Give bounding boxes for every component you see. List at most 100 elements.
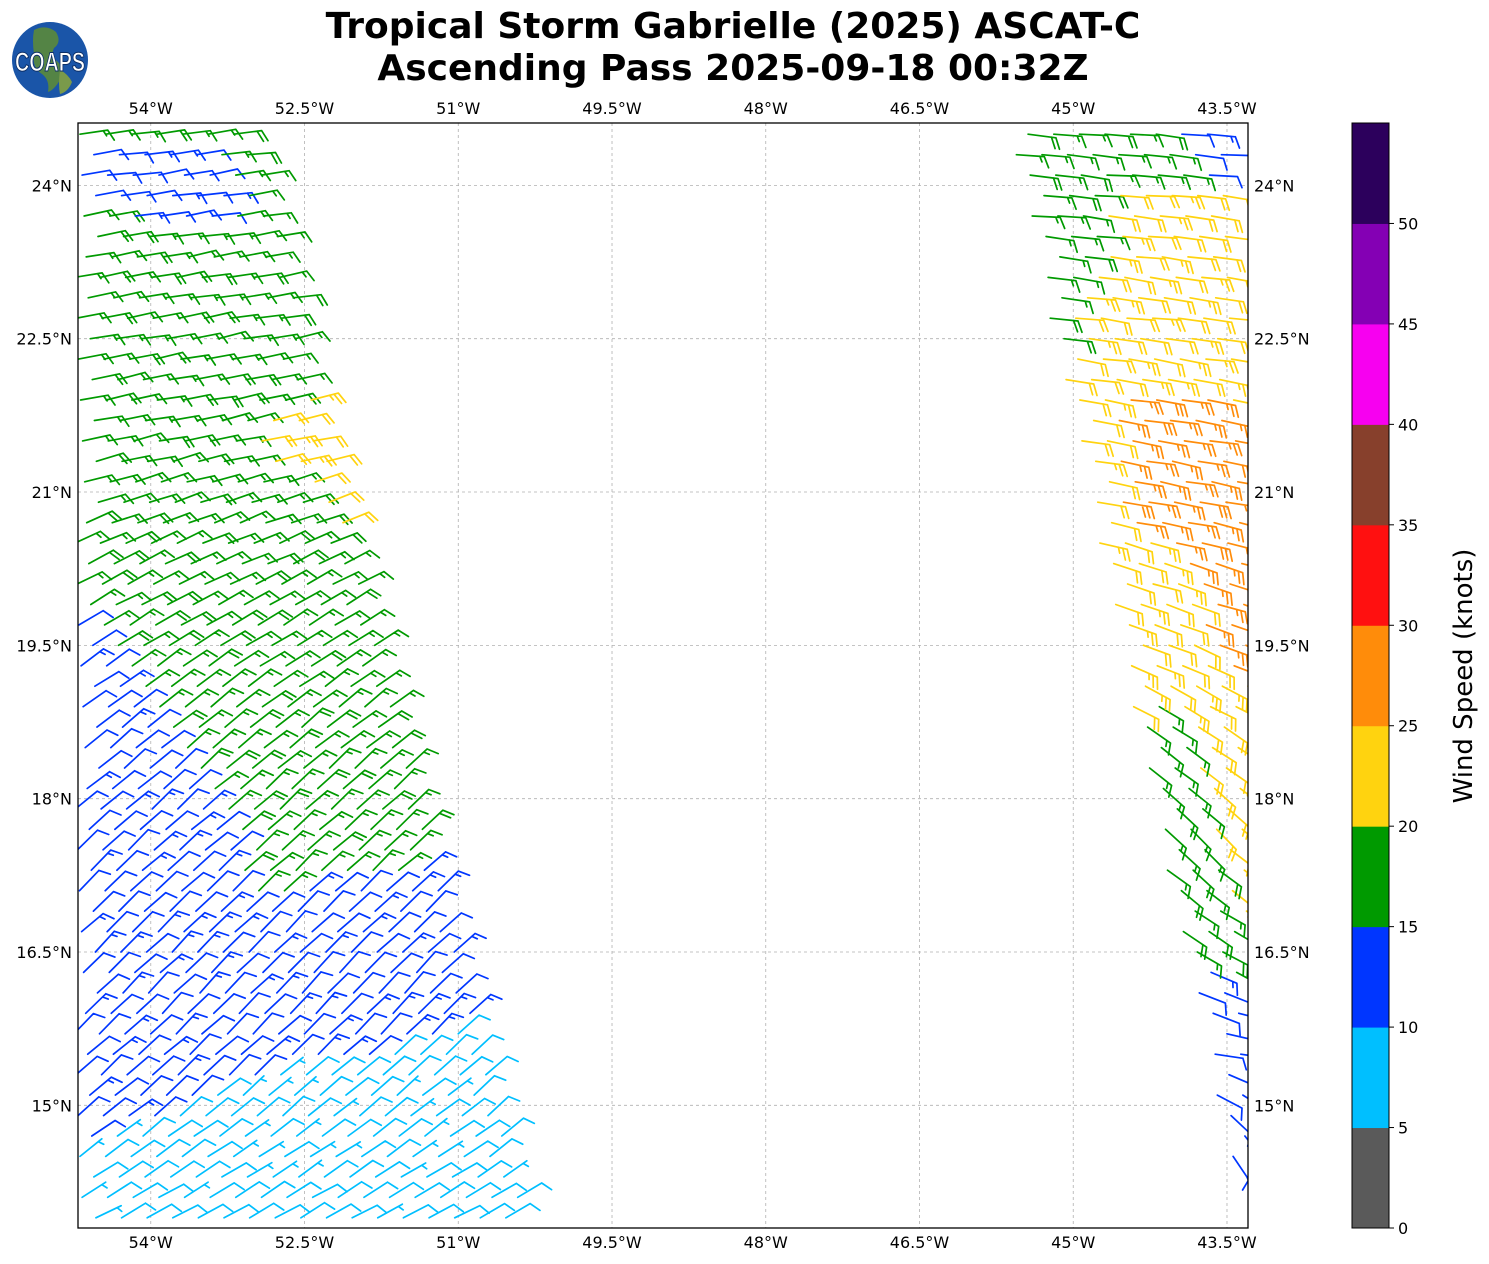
wind-barb (255, 570, 292, 585)
wind-barb (152, 570, 190, 585)
wind-barb (275, 971, 309, 994)
wind-barb (321, 850, 355, 872)
wind-barb (280, 1056, 306, 1076)
wind-barb (169, 1160, 206, 1178)
wind-barb (1114, 603, 1145, 627)
wind-barb (134, 953, 168, 974)
wind-barb (287, 688, 322, 708)
lon-tick-label-top: 45°W (1051, 99, 1095, 118)
wind-barb (475, 1119, 511, 1137)
wind-barb (295, 849, 328, 872)
wind-barb (1162, 521, 1194, 542)
wind-barb (286, 1181, 322, 1199)
wind-barb (118, 1160, 154, 1178)
wind-barb (139, 810, 174, 831)
wind-barb (198, 453, 235, 466)
wind-barb (160, 211, 197, 223)
wind-barb (129, 871, 164, 892)
wind-barb (298, 412, 335, 425)
wind-barb (215, 1035, 250, 1056)
wind-barb (461, 1097, 497, 1117)
wind-barb (171, 930, 204, 953)
wind-barb (90, 849, 123, 872)
wind-barb (471, 1034, 505, 1056)
wind-barb (1179, 358, 1212, 378)
wind-barb (1172, 726, 1198, 755)
wind-barb (1168, 644, 1198, 668)
wind-barb (220, 891, 255, 912)
wind-barb (1144, 685, 1171, 713)
wind-barb (230, 830, 265, 851)
wind-barb (1256, 850, 1277, 880)
wind-barb (193, 1119, 229, 1137)
wind-barb (1070, 235, 1105, 252)
wind-barb (274, 1204, 311, 1219)
wind-barb (1166, 603, 1195, 628)
wind-barb (196, 668, 232, 688)
wind-barb (232, 129, 269, 143)
wind-barb (1217, 603, 1248, 625)
wind-barb (1102, 358, 1137, 374)
wind-barb (206, 870, 240, 892)
wind-barb (1045, 235, 1079, 254)
wind-barb (1196, 194, 1231, 212)
wind-barb (1237, 1012, 1248, 1017)
wind-barb (368, 769, 403, 790)
wind-barb (251, 493, 288, 505)
wind-barb (433, 1055, 468, 1076)
lon-tick-label-bottom: 49.5°W (582, 1233, 642, 1252)
wind-barb (89, 588, 126, 606)
wind-barb (319, 1075, 354, 1096)
wind-barb (167, 850, 201, 872)
wind-barb (109, 727, 144, 749)
wind-barb (250, 973, 284, 994)
wind-barb (386, 871, 421, 892)
wind-barb (85, 510, 123, 524)
wind-barb (1068, 194, 1102, 212)
wind-barb (1250, 727, 1274, 753)
wind-barb (136, 993, 170, 1015)
wind-barb (154, 1096, 188, 1117)
wind-barb (131, 648, 167, 667)
wind-barb (114, 810, 148, 831)
wind-barb (362, 648, 398, 667)
lon-tick-label-top: 51°W (436, 99, 480, 118)
wind-barb (439, 912, 474, 933)
wind-barb (342, 769, 377, 790)
wind-barb (204, 831, 240, 851)
wind-barb (1182, 664, 1211, 690)
wind-barb (1233, 664, 1248, 672)
wind-barb (426, 1162, 462, 1178)
wind-barb (393, 767, 427, 790)
wind-barb (437, 1140, 465, 1158)
wind-barb (377, 710, 413, 728)
wind-barb (301, 971, 334, 994)
wind-barb (188, 512, 225, 524)
wind-barb (79, 394, 116, 406)
wind-barb (380, 1012, 413, 1035)
wind-barb (92, 629, 128, 647)
wind-barb (1077, 358, 1109, 378)
wind-barb (242, 810, 277, 831)
wind-barb (1180, 889, 1204, 921)
wind-barb (301, 707, 335, 728)
wind-barb (1171, 194, 1206, 210)
wind-barb (151, 1055, 186, 1076)
wind-barb (407, 788, 441, 810)
wind-barb (1099, 542, 1131, 562)
wind-barb (1108, 480, 1141, 501)
colorbar-tick-label: 5 (1398, 1119, 1408, 1138)
wind-barb (1235, 971, 1248, 980)
wind-barb (1189, 296, 1222, 316)
wind-barb (269, 851, 305, 872)
colorbar-tick-label: 20 (1398, 817, 1418, 836)
wind-barb (479, 1202, 516, 1219)
wind-barb (197, 930, 230, 953)
wind-barb (463, 1140, 499, 1158)
wind-barb (1223, 460, 1248, 478)
wind-barb (1202, 808, 1226, 840)
wind-barb (1230, 358, 1248, 363)
wind-barb (203, 1054, 237, 1076)
wind-barb (179, 829, 213, 851)
wind-barb (1235, 705, 1248, 714)
